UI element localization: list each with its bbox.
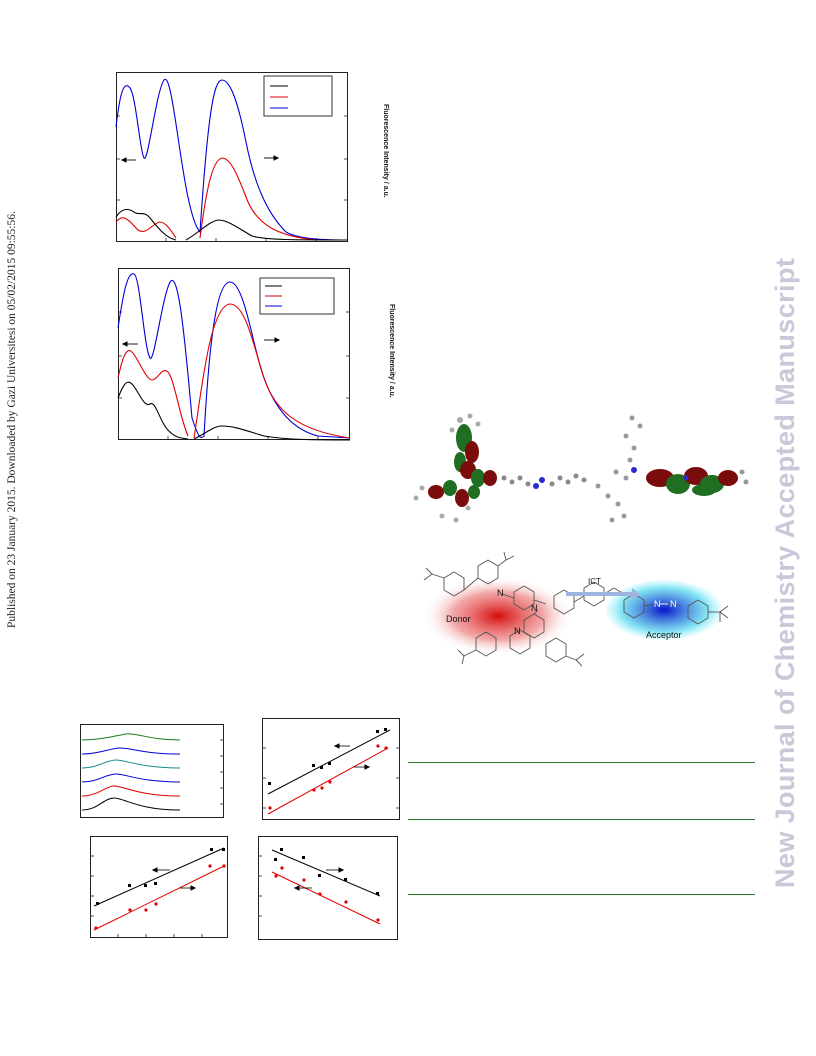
stacked-spectra-figure	[80, 724, 224, 818]
red-points	[274, 866, 380, 922]
legend-box	[263, 75, 333, 117]
plot-frame	[80, 724, 224, 818]
direction-arrows	[120, 155, 280, 163]
red-fit-line	[267, 747, 389, 815]
publication-note: Published on 23 January 2015. Downloaded…	[6, 211, 18, 628]
red-fit-line	[93, 865, 225, 931]
atom-label-n3: N	[514, 626, 521, 636]
atom-label-n5: N	[670, 599, 677, 609]
fluorescence-axis-label-1: Fluorescence Intensity / a.u.	[382, 104, 389, 198]
blue-spectrum	[115, 79, 349, 241]
table-rule-top	[408, 762, 755, 763]
direction-arrows	[121, 337, 281, 347]
black-points	[268, 728, 387, 785]
spectra-figure-a	[115, 72, 349, 242]
red-curve	[81, 785, 181, 797]
atom-label-n4: N	[654, 599, 661, 609]
atom-label-n2: N	[531, 603, 538, 613]
legend	[263, 75, 333, 117]
molecular-orbital-image	[413, 413, 749, 523]
black-spectrum	[117, 381, 351, 441]
blue-curve-2	[81, 773, 181, 783]
blue-spectrum	[117, 273, 351, 439]
linear-fit-figure-1	[262, 718, 400, 820]
black-fit-line	[93, 847, 225, 907]
legend	[259, 277, 335, 315]
red-points	[94, 864, 226, 930]
black-curve	[81, 797, 181, 811]
table-rule-bottom	[408, 894, 755, 895]
plot-frame	[262, 718, 400, 820]
red-spectrum	[115, 157, 348, 241]
linear-fit-figure-3	[258, 836, 398, 940]
acceptor-label: Acceptor	[646, 630, 682, 640]
axis-ticks	[90, 855, 203, 938]
axis-ticks	[118, 311, 350, 440]
red-points	[268, 744, 388, 810]
plot-frame	[118, 268, 350, 440]
direction-arrows	[333, 743, 371, 770]
legend-box	[259, 277, 335, 315]
ict-label: ICT	[588, 577, 601, 586]
table-rule-middle	[408, 819, 755, 820]
black-spectrum	[115, 208, 349, 241]
axis-ticks	[116, 115, 348, 242]
ict-arrow	[566, 588, 640, 600]
homo-orbital	[413, 413, 587, 523]
donor-acceptor-scheme: N N N N N ICT Donor Acceptor	[422, 551, 729, 667]
linear-fit-figure-2	[90, 836, 228, 938]
blue-curve	[81, 747, 181, 755]
plot-frame	[116, 72, 348, 242]
direction-arrows	[293, 867, 345, 891]
black-points	[96, 848, 225, 905]
black-fit-line	[271, 849, 381, 897]
axis-ticks	[262, 747, 400, 809]
donor-label: Donor	[446, 614, 471, 624]
donor-cloud	[422, 576, 574, 656]
plot-frame	[90, 836, 228, 938]
red-fit-line	[271, 871, 381, 925]
lumo-orbital	[595, 415, 749, 523]
journal-watermark: New Journal of Chemistry Accepted Manusc…	[770, 257, 800, 888]
atom-label-n1: N	[497, 588, 504, 598]
teal-curve	[81, 759, 181, 769]
green-curve	[81, 733, 181, 741]
molecule-skeleton	[423, 551, 729, 667]
plot-frame	[258, 836, 398, 940]
black-points	[274, 848, 379, 895]
spectra-figure-b	[117, 268, 351, 441]
axis-ticks	[220, 739, 224, 805]
fluorescence-axis-label-2: Fluorescence Intensity / a.u.	[388, 304, 395, 398]
direction-arrows	[151, 867, 197, 891]
axis-ticks	[258, 855, 262, 917]
red-spectrum	[117, 303, 351, 439]
